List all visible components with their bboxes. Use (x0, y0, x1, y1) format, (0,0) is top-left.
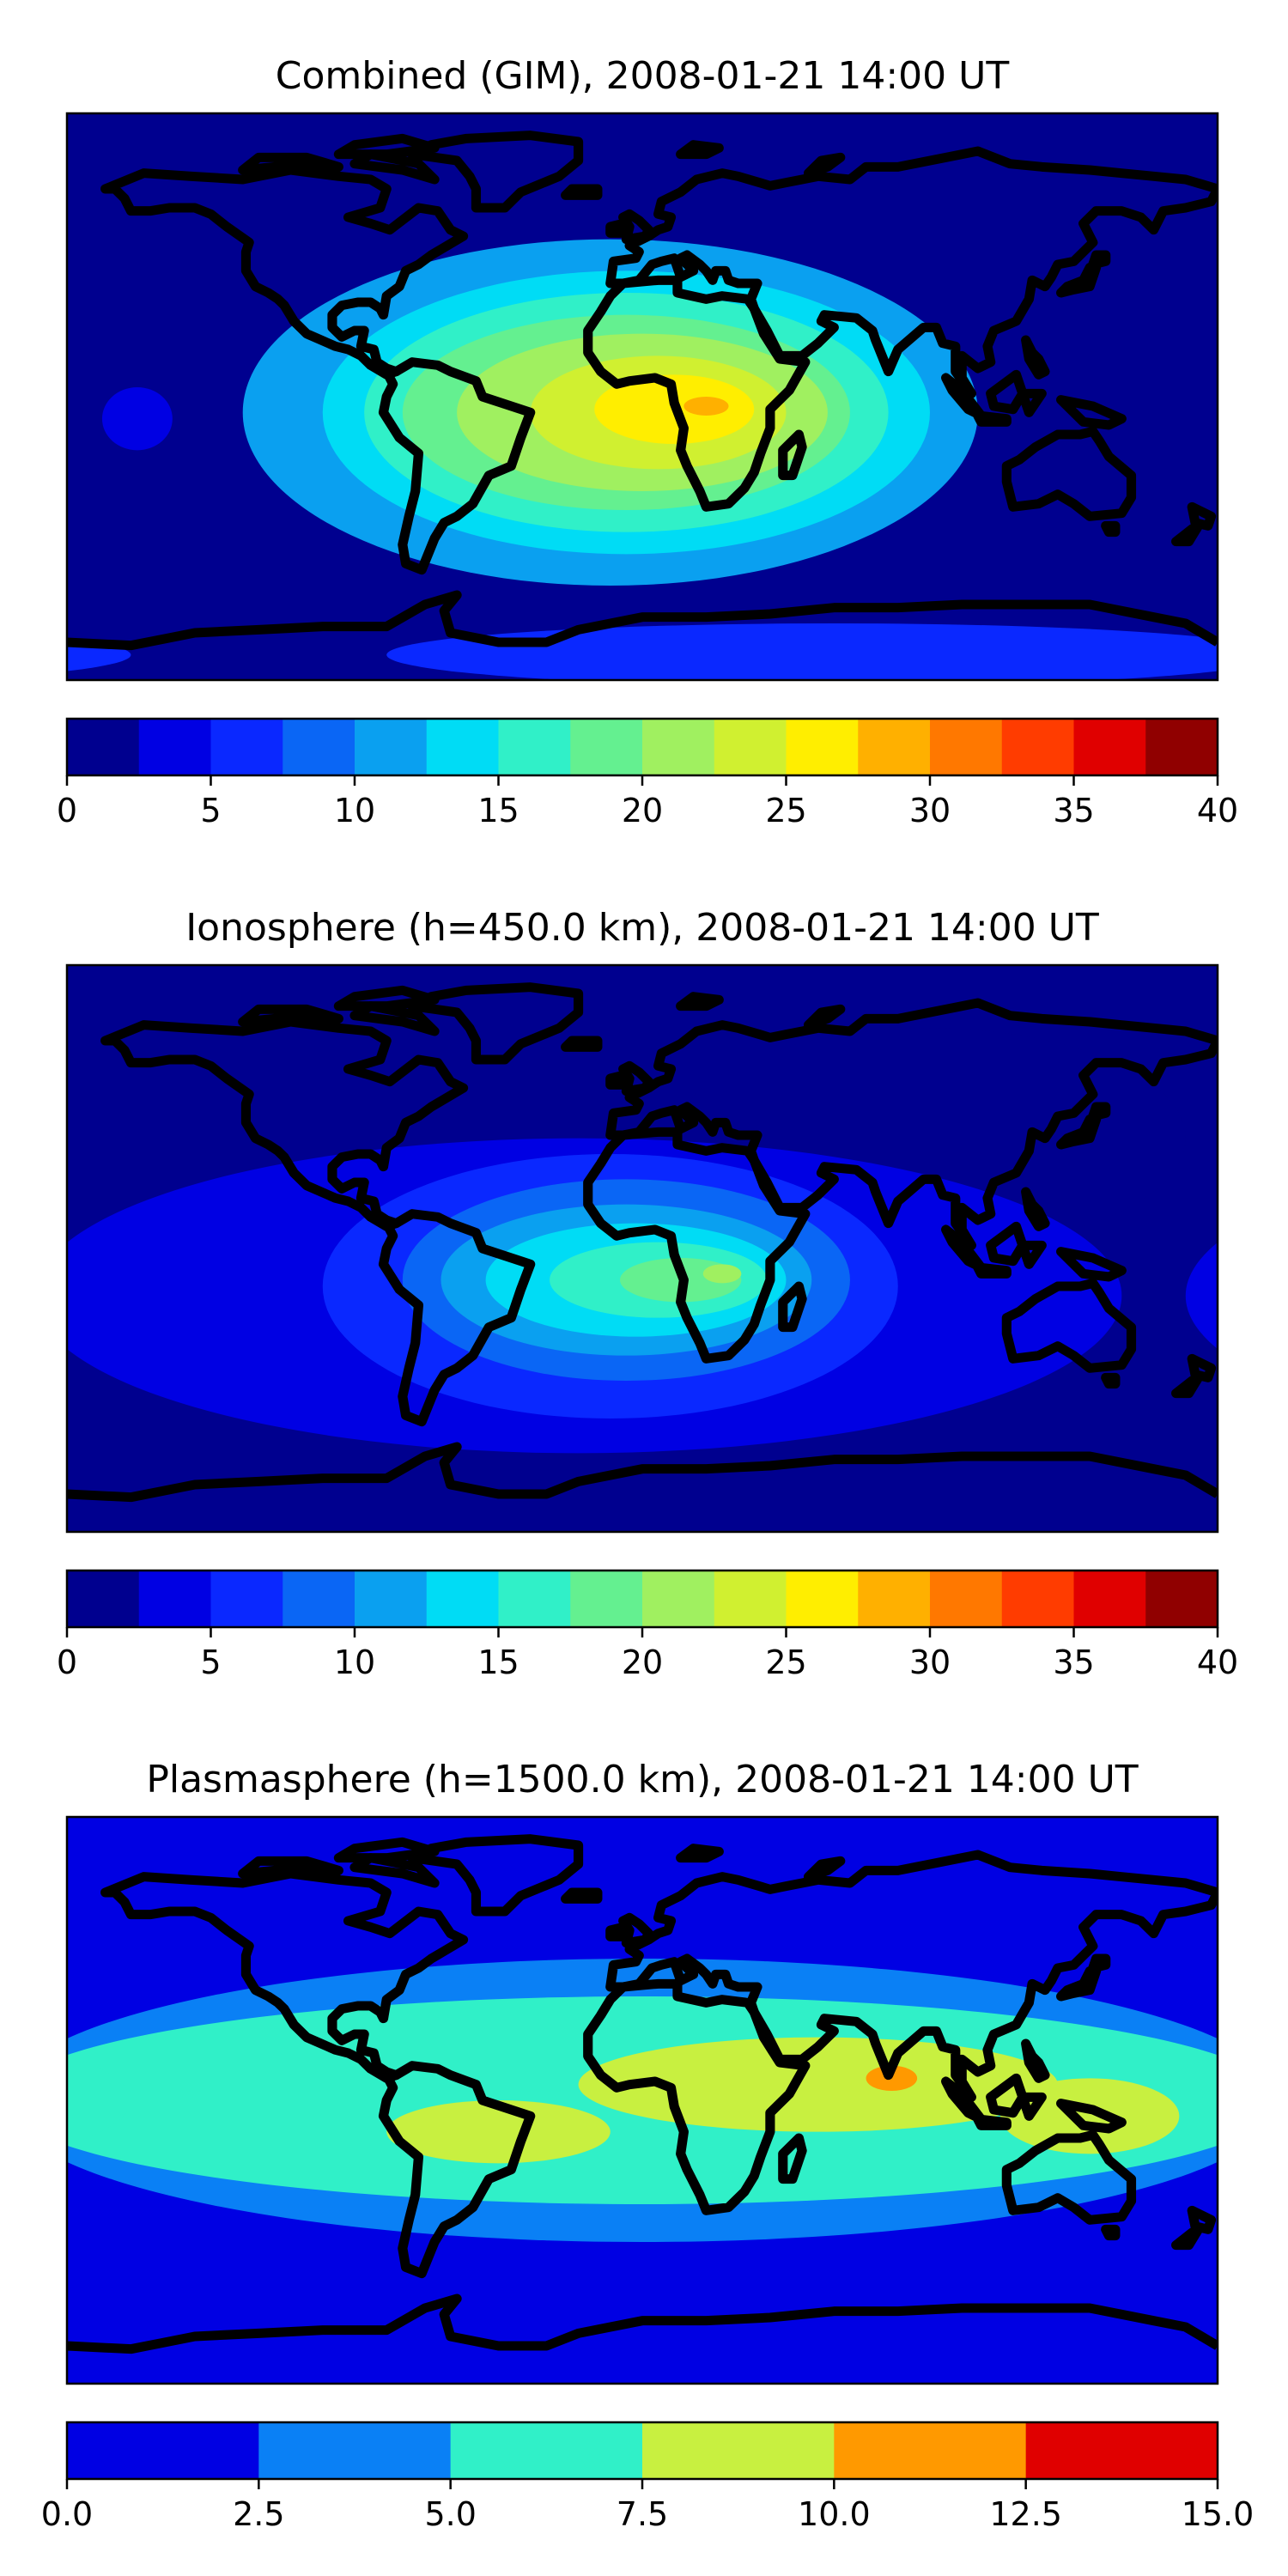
colorbar-tick-label: 35 (1053, 792, 1094, 829)
colorbar-tick-label: 10 (334, 792, 375, 829)
colorbar-segment (786, 1571, 859, 1627)
colorbar-segment (67, 2422, 259, 2479)
colorbar-segment (1073, 1571, 1146, 1627)
colorbar-segment (1145, 719, 1218, 775)
colorbar-segment (570, 1571, 643, 1627)
contour-region (578, 2037, 1058, 2132)
map-frame (65, 1815, 1219, 2385)
colorbar-segment (210, 1571, 283, 1627)
colorbar-tick-label: 20 (622, 792, 663, 829)
colorbar-segment (426, 719, 499, 775)
colorbar-segment (930, 1571, 1003, 1627)
colorbar-tick-label: 15 (477, 792, 519, 829)
map-frame (65, 963, 1219, 1534)
colorbar-tick-label: 0 (57, 792, 77, 829)
colorbar-tick-label: 5 (200, 792, 221, 829)
colorbar-tick-label: 5 (200, 1643, 221, 1681)
colorbar-segment (714, 1571, 787, 1627)
colorbar-tick-label: 30 (909, 792, 951, 829)
colorbar-tick-label: 25 (765, 792, 806, 829)
colorbar-segment (1025, 2422, 1218, 2479)
colorbar-tick-label: 35 (1053, 1643, 1094, 1681)
colorbar-segment (138, 719, 211, 775)
colorbar-segment (67, 1571, 140, 1627)
contour-region (702, 1264, 742, 1284)
colorbar-tick-label: 0.0 (41, 2495, 93, 2533)
colorbar-segment (642, 1571, 715, 1627)
colorbar-tick-label: 20 (622, 1643, 663, 1681)
colorbar-segment (1001, 1571, 1074, 1627)
colorbar-segment (498, 1571, 571, 1627)
colorbar-segment (858, 1571, 931, 1627)
colorbar-segment (355, 1571, 428, 1627)
colorbar: 0 5 10 15 20 25 30 35 40 (57, 1569, 1238, 1681)
colorbar-segment (426, 1571, 499, 1627)
colorbar-segment (570, 719, 643, 775)
colorbar-tick-label: 40 (1197, 1643, 1238, 1681)
colorbar-tick-label: 2.5 (233, 2495, 284, 2533)
contour-region (1185, 1242, 1218, 1349)
map-panel (67, 1817, 1218, 2384)
contour-region (683, 397, 729, 416)
colorbar-segment (642, 719, 715, 775)
colorbar-segment (67, 719, 140, 775)
colorbar-tick-label: 15.0 (1182, 2495, 1255, 2533)
map-frame (65, 112, 1219, 682)
colorbar-segment (283, 1571, 355, 1627)
colorbar-segment (1001, 719, 1074, 775)
contour-region (101, 387, 173, 451)
colorbar-tick-label: 40 (1197, 792, 1238, 829)
colorbar-tick-label: 7.5 (617, 2495, 668, 2533)
map-panel (67, 965, 1218, 1532)
colorbar-segment (355, 719, 428, 775)
colorbar-tick-label: 10 (334, 1643, 375, 1681)
colorbar-tick-label: 5.0 (424, 2495, 476, 2533)
panel-title: Combined (GIM), 2008-01-21 14:00 UT (276, 54, 1010, 98)
colorbar: 0 5 10 15 20 25 30 35 40 (57, 717, 1238, 829)
colorbar-segment (858, 719, 931, 775)
panel-title: Plasmasphere (h=1500.0 km), 2008-01-21 1… (146, 1758, 1138, 1801)
field-contours (67, 965, 1218, 1532)
colorbar-segment (834, 2422, 1027, 2479)
colorbar-segment (498, 719, 571, 775)
colorbar-segment (786, 719, 859, 775)
colorbar: 0.0 2.5 5.0 7.5 10.0 12.5 15.0 (41, 2421, 1255, 2533)
colorbar-tick-label: 0 (57, 1643, 77, 1681)
contour-region (386, 623, 1218, 680)
colorbar-segment (642, 2422, 835, 2479)
field-contours (67, 1817, 1218, 2384)
colorbar-segment (714, 719, 787, 775)
colorbar-segment (283, 719, 355, 775)
map-panel (67, 113, 1218, 680)
colorbar-tick-label: 10.0 (798, 2495, 871, 2533)
colorbar-segment (1145, 1571, 1218, 1627)
contour-region (67, 2055, 131, 2146)
colorbar-segment (450, 2422, 643, 2479)
colorbar-tick-label: 30 (909, 1643, 951, 1681)
colorbar-segment (930, 719, 1003, 775)
colorbar-segment (1073, 719, 1146, 775)
colorbar-tick-label: 15 (477, 1643, 519, 1681)
panel-title: Ionosphere (h=450.0 km), 2008-01-21 14:0… (185, 906, 1099, 950)
colorbar-segment (138, 1571, 211, 1627)
contour-region (386, 2100, 611, 2164)
colorbar-segment (210, 719, 283, 775)
colorbar-tick-label: 12.5 (989, 2495, 1062, 2533)
colorbar-segment (258, 2422, 452, 2479)
colorbar-tick-label: 25 (765, 1643, 806, 1681)
